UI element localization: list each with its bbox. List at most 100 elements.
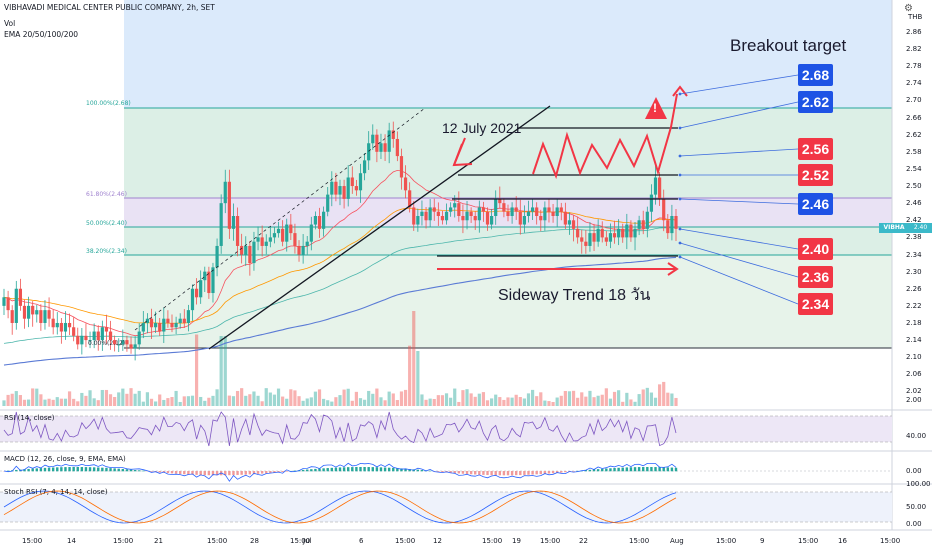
volume-bar	[522, 398, 526, 406]
candle-body	[248, 245, 252, 264]
macd-histogram-bar	[498, 471, 502, 476]
indicator-tick: 0.00	[906, 467, 922, 475]
volume-bar	[305, 398, 309, 406]
candle-body	[289, 224, 293, 234]
projection-zigzag	[532, 93, 678, 180]
candle-body	[641, 220, 645, 229]
indicator-lines	[2, 411, 678, 524]
candle-body	[588, 233, 592, 246]
volume-bar	[375, 388, 379, 406]
warning-icon	[645, 97, 667, 119]
volume-bar	[182, 396, 186, 406]
time-tick: 21	[154, 537, 163, 545]
volume-bar	[10, 393, 14, 406]
volume-bar	[35, 388, 39, 406]
volume-bar	[113, 396, 117, 406]
macd-histogram-bar	[121, 468, 125, 472]
price-tick: 2.58	[906, 147, 922, 156]
volume-bar	[629, 399, 633, 406]
volume-bar	[485, 400, 490, 406]
candle-body	[162, 318, 166, 332]
target-connector	[679, 256, 799, 305]
candle-body	[14, 288, 18, 323]
macd-histogram-bar	[674, 467, 678, 472]
macd-histogram-bar	[215, 471, 219, 476]
target-connector	[679, 148, 799, 157]
macd-histogram-bar	[232, 471, 235, 476]
macd-histogram-bar	[310, 469, 313, 472]
volume-bar	[227, 395, 231, 406]
candle-body	[530, 207, 535, 212]
macd-histogram-bar	[613, 468, 616, 472]
macd-histogram-bar	[318, 468, 321, 472]
macd-histogram-bar	[605, 468, 608, 472]
price-tick: 2.02	[906, 387, 922, 396]
macd-histogram-bar	[469, 471, 473, 475]
candle-body	[461, 216, 465, 221]
candle-body	[604, 237, 608, 242]
fib-label-50: 50.00%(2.40)	[86, 220, 127, 227]
macd-histogram-bar	[572, 471, 575, 472]
macd-histogram-bar	[199, 471, 202, 475]
target-connector-dot	[678, 241, 682, 245]
candle-body	[354, 186, 358, 191]
volume-bar	[272, 394, 277, 406]
macd-histogram-bar	[379, 467, 383, 472]
macd-histogram-bar	[191, 471, 194, 475]
macd-histogram-bar	[601, 468, 604, 472]
candle-body	[174, 322, 178, 328]
volume-bar	[72, 398, 76, 406]
volume-bar	[326, 400, 330, 406]
volume-bar	[149, 398, 154, 406]
candle-body	[2, 297, 6, 306]
macd-histogram-bar	[392, 467, 395, 472]
candle-body	[55, 322, 59, 328]
volume-bar	[461, 390, 465, 406]
volume-bar	[18, 395, 22, 406]
candle-body	[465, 211, 469, 221]
candle-body	[506, 211, 510, 216]
candle-body	[432, 207, 436, 212]
macd-histogram-bar	[35, 468, 38, 472]
macd-histogram-bar	[539, 471, 542, 475]
candle-body	[285, 224, 289, 242]
candle-body	[567, 220, 572, 225]
macd-line	[3, 462, 677, 482]
candle-body	[494, 198, 498, 216]
macd-histogram-bar	[617, 467, 620, 472]
volume-bar	[420, 394, 424, 406]
volume-bar	[322, 398, 326, 406]
volume-bar	[625, 392, 629, 406]
volume-bar	[604, 388, 608, 406]
volume-bar	[399, 391, 404, 406]
macd-histogram-bar	[248, 471, 252, 475]
candle-body	[338, 186, 342, 195]
time-tick: 15:00	[290, 537, 311, 545]
candle-body	[576, 228, 580, 238]
volume-bar	[498, 397, 502, 406]
time-tick: 15:00	[113, 537, 134, 545]
volume-bar	[117, 392, 121, 406]
macd-histogram-bar	[519, 471, 522, 476]
macd-histogram-bar	[523, 471, 526, 475]
macd-histogram-bar	[293, 470, 297, 472]
trendline-channel	[134, 107, 426, 331]
price-tick: 2.26	[906, 284, 922, 293]
macd-histogram-bar	[367, 467, 370, 472]
candle-body	[18, 288, 22, 306]
volume-bar	[211, 395, 215, 406]
candle-body	[670, 216, 674, 234]
macd-histogram-bar	[482, 471, 485, 475]
volume-bar	[608, 398, 613, 406]
macd-histogram-bar	[490, 471, 493, 476]
candle-body	[170, 322, 174, 328]
settings-icon[interactable]: ⚙	[904, 3, 913, 14]
warning-mark: !	[653, 101, 657, 115]
macd-histogram-bar	[109, 468, 112, 472]
volume-bar	[281, 396, 285, 406]
candle-body	[260, 237, 264, 246]
candle-body	[125, 340, 129, 345]
candle-body	[133, 344, 137, 349]
candle-body	[227, 181, 231, 229]
